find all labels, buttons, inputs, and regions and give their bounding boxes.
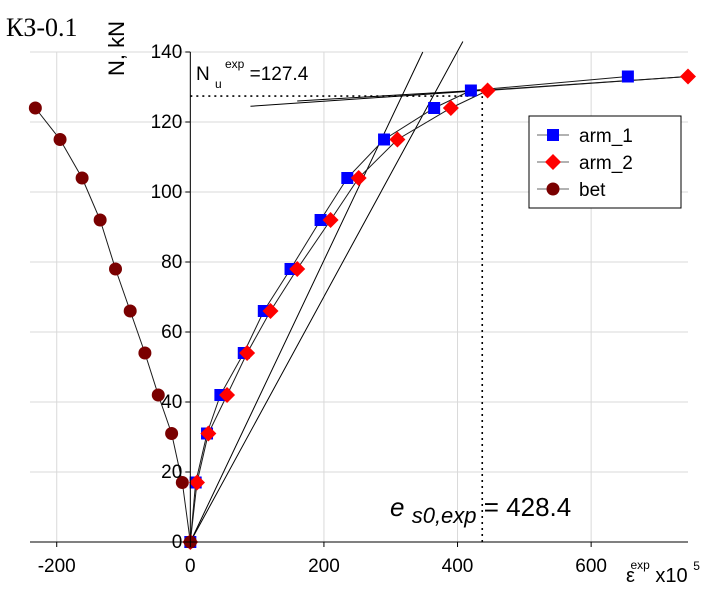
data-point-arm_1: [378, 133, 391, 146]
nu-annotation-text: =127.4: [250, 64, 309, 85]
data-point-bet: [151, 388, 165, 402]
y-axis-label: N, kN: [104, 21, 129, 76]
axes: -200 0 200 400 600 0 20 40 60 80 100 120 140: [30, 42, 688, 577]
y-tick-label: 80: [161, 252, 182, 273]
y-tick-label: 100: [151, 182, 183, 203]
series-markers: [28, 68, 696, 550]
nu-annotation-sup: exp: [225, 57, 245, 71]
y-tick-label: 60: [161, 322, 182, 343]
y-tick-label: 20: [161, 462, 182, 483]
data-point-bet: [138, 346, 152, 360]
data-point-arm_1: [314, 214, 327, 226]
y-tick-label: 140: [151, 42, 183, 63]
data-point-arm_2: [219, 387, 236, 403]
legend-label-arm_1: arm_1: [579, 126, 633, 147]
data-point-arm_2: [189, 474, 206, 491]
data-point-arm_1: [464, 84, 477, 97]
data-point-arm_2: [289, 261, 306, 277]
data-point-bet: [75, 171, 89, 185]
data-point-arm_2: [200, 425, 217, 442]
data-point-arm_2: [262, 303, 279, 319]
data-point-bet: [175, 476, 189, 489]
x-tick-label: 600: [575, 556, 607, 577]
legend-marker-arm_1: [547, 129, 559, 141]
legend-marker-arm_2: [545, 154, 561, 170]
nu-annotation: N u exp =127.4: [196, 52, 309, 93]
svg-text:N u exp =127: N u exp =127.4: [196, 52, 309, 93]
data-point-arm_2: [322, 212, 339, 228]
data-point-bet: [93, 213, 107, 227]
panel-label: КЗ-0.1: [6, 13, 78, 42]
data-point-bet: [123, 304, 137, 318]
data-point-bet: [109, 262, 123, 276]
y-tick-label: 0: [172, 532, 183, 553]
x-axis-label-sup: exp: [630, 558, 650, 572]
data-point-bet: [53, 133, 67, 146]
nu-annotation-base: N: [196, 64, 210, 85]
y-tick-label: 120: [151, 112, 183, 133]
x-axis-label-suffix-sup: 5: [693, 559, 700, 573]
data-point-arm_2: [239, 345, 256, 361]
data-point-arm_2: [389, 131, 406, 148]
x-axis-label-base: ε: [626, 565, 635, 587]
legend-marker-bet: [546, 182, 560, 196]
data-point-bet: [28, 101, 42, 115]
nu-annotation-sub: u: [215, 77, 222, 91]
tangent-line: [189, 41, 464, 543]
data-point-arm_1: [428, 102, 441, 114]
legend-label-bet: bet: [579, 180, 606, 201]
data-point-arm_2: [680, 68, 696, 85]
es0-annotation-base: e: [390, 492, 404, 522]
legend-label-arm_2: arm_2: [579, 153, 633, 174]
x-axis-label-suffix: x10: [655, 565, 687, 587]
y-tick-label: 40: [161, 392, 182, 413]
x-tick-label: -200: [38, 556, 76, 577]
reference-lines: [190, 95, 484, 542]
tangent-line: [297, 88, 491, 102]
x-tick-label: 0: [185, 556, 196, 577]
data-point-bet: [165, 427, 179, 440]
es0-annotation-text: = 428.4: [484, 492, 571, 522]
data-point-arm_1: [341, 172, 354, 184]
es0-annotation: e s0,exp = 428.4: [390, 492, 571, 529]
data-point-arm_1: [621, 70, 634, 83]
es0-annotation-sub: s0,exp: [412, 503, 477, 528]
svg-text:ε exp x10 5: ε exp x10 5: [626, 552, 700, 587]
x-tick-label: 400: [442, 556, 474, 577]
x-tick-label: 200: [308, 556, 340, 577]
x-axis-label: ε exp x10 5: [626, 552, 700, 587]
svg-text:e s0,exp = 428.4: e s0,exp = 428.4: [390, 492, 571, 529]
data-point-arm_2: [350, 170, 367, 186]
data-point-arm_2: [479, 82, 496, 99]
data-point-arm_2: [442, 100, 459, 116]
